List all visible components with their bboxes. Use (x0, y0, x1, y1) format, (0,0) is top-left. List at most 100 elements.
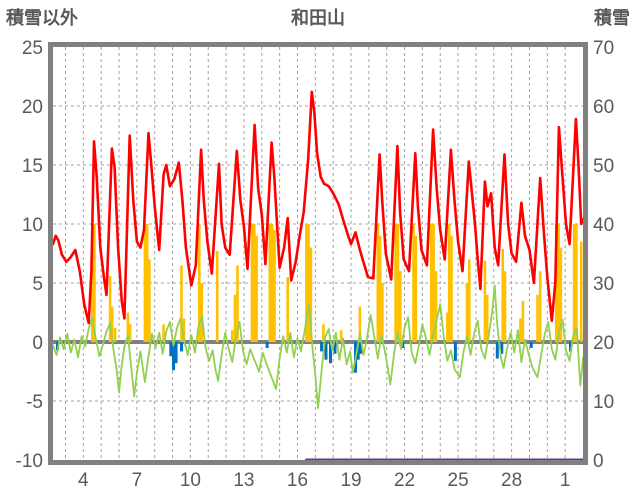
yellow-bars-bar (536, 294, 539, 342)
yellow-bars-bar (273, 229, 276, 342)
red-line (51, 90, 585, 325)
x-axis-tick-label: 16 (287, 470, 308, 491)
x-axis-tick-label: 28 (501, 470, 522, 491)
blue-bars-bar (169, 342, 173, 357)
blue-bars-bar (180, 342, 183, 352)
blue-bars-bar (359, 342, 363, 354)
yellow-bars-bar (396, 224, 400, 342)
yellow-bars-bar (414, 235, 418, 342)
plot-border (48, 42, 588, 465)
blue-bars-bar (453, 342, 457, 361)
yellow-bars-bar (236, 265, 239, 342)
blue-bars-bar (329, 342, 332, 364)
yellow-bars-bar (286, 277, 289, 342)
left-axis-tick-label: 20 (22, 97, 43, 118)
yellow-bars-bar (162, 324, 165, 342)
yellow-bars-bar (579, 241, 583, 342)
yellow-bars-bar (255, 235, 258, 342)
x-axis-tick-label: 4 (78, 470, 89, 491)
yellow-bars-bar (305, 224, 308, 342)
yellow-bars-bar (399, 271, 402, 342)
yellow-bars-bar (108, 275, 112, 342)
yellow-bars-bar (110, 306, 114, 342)
yellow-bars-bar (309, 247, 313, 342)
page-title: 和田山 (291, 8, 345, 28)
right-axis-tick-label: 20 (593, 333, 614, 354)
yellow-bars-bar (145, 224, 149, 342)
yellow-bars-bar (559, 247, 563, 342)
yellow-bars-bar (231, 330, 234, 342)
yellow-bars-bar (113, 327, 117, 342)
yellow-bars-bar (268, 224, 272, 342)
blue-bars-bar (174, 342, 178, 364)
yellow-bars-bar (434, 271, 438, 342)
blue-bars-bar (265, 342, 269, 348)
yellow-bars-bar (430, 224, 433, 342)
yellow-bars-bar (182, 318, 186, 342)
right-axis-title: 積雪 (593, 7, 630, 28)
right-axis-tick-label: 30 (593, 274, 614, 295)
blue-bars-bar (172, 342, 175, 371)
yellow-bars-bar (519, 318, 522, 342)
yellow-bars-bar (381, 283, 384, 342)
right-axis-tick-label: 10 (593, 392, 614, 413)
yellow-bars-bar (143, 224, 147, 342)
yellow-bars-bar (432, 224, 435, 342)
yellow-bars-bar (322, 324, 325, 342)
left-axis-tick-label: 15 (22, 156, 43, 177)
yellow-bars-bar (503, 271, 507, 342)
blue-bars-bar (529, 342, 533, 348)
left-axis-title: 積雪以外 (5, 7, 78, 28)
blue-bars-bar (333, 342, 337, 354)
yellow-bars-bar (307, 224, 310, 342)
yellow-bars-bar (250, 224, 254, 342)
blue-bars-bar (356, 342, 360, 360)
blue-bars-bar (401, 342, 405, 348)
x-axis-tick-label: 7 (132, 470, 143, 491)
yellow-bars-bar (148, 259, 151, 342)
yellow-bars-bar (198, 224, 201, 342)
yellow-bars-bar (468, 259, 471, 342)
x-axis-tick-label: 19 (340, 470, 361, 491)
left-axis-tick-label: 0 (32, 333, 43, 354)
right-axis-tick-label: 40 (593, 215, 614, 236)
yellow-bars-bar (180, 265, 183, 342)
blue-bars-bar (320, 342, 324, 352)
yellow-bars-bar (215, 251, 219, 342)
yellow-bars-bar (412, 224, 415, 342)
x-axis-tick-label: 13 (233, 470, 254, 491)
yellow-bars-bar (200, 283, 204, 342)
right-axis-tick-label: 0 (593, 451, 604, 472)
yellow-bars-bar (572, 224, 576, 342)
yellow-bars-bar (450, 235, 453, 342)
yellow-bars-bar (538, 271, 542, 342)
yellow-bars-bar (358, 306, 362, 342)
green-line (52, 284, 584, 410)
blue-bars-bar (495, 342, 499, 359)
yellow-bars-bar (485, 294, 489, 342)
x-axis-tick-label: 1 (560, 470, 571, 491)
yellow-bars-bar (91, 240, 94, 342)
yellow-bars-bar (465, 283, 469, 342)
blue-bars-bar (324, 342, 328, 360)
yellow-bars-bar (394, 224, 397, 342)
yellow-bars-bar (521, 300, 525, 342)
blue-bars-bar (500, 342, 504, 354)
yellow-bars-bar (378, 235, 382, 342)
yellow-bars-bar (446, 312, 449, 342)
yellow-bars-bar (501, 248, 504, 342)
yellow-bars-bar (253, 224, 256, 342)
left-axis-tick-label: -5 (26, 392, 43, 413)
left-axis-tick-label: 5 (32, 274, 43, 295)
x-axis-tick-label: 10 (180, 470, 201, 491)
x-axis-tick-label: 25 (448, 470, 469, 491)
left-axis-tick-label: -10 (16, 451, 43, 472)
yellow-bars-bar (483, 260, 487, 342)
yellow-bars-bar (126, 312, 130, 342)
left-axis-tick-label: 25 (22, 38, 43, 59)
yellow-bars-bar (339, 330, 343, 342)
plot-frame (48, 42, 588, 465)
